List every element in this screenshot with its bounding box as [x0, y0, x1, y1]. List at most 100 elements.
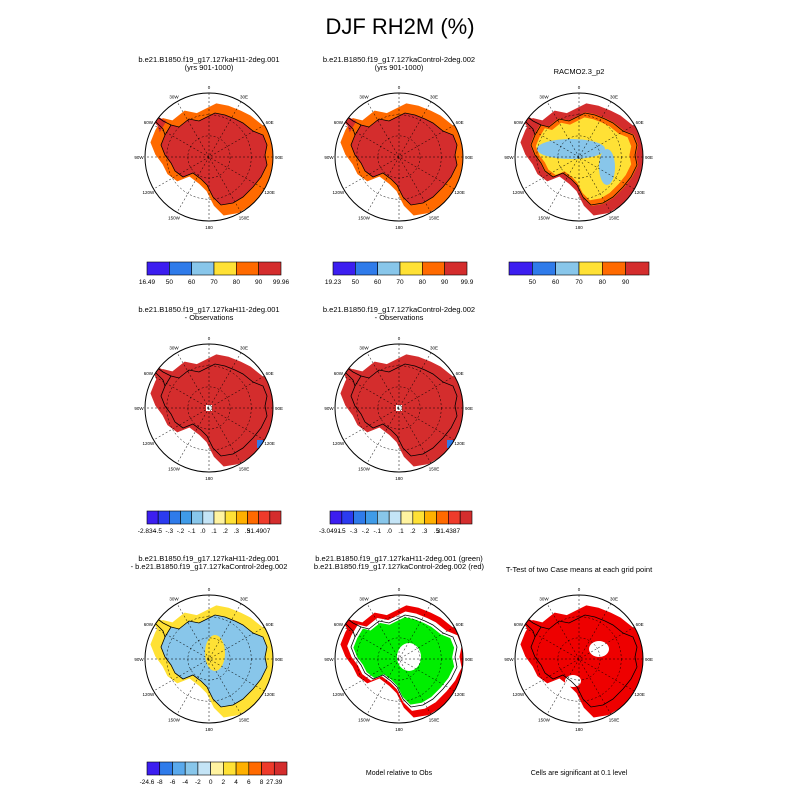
colorbar-1: 16.49 50 60 70 80 90 99.96: [139, 261, 290, 286]
panel-title-1: b.e21.B1850.f19_g17.127kaH11-2deg.001 (yr…: [99, 56, 319, 72]
colorbar-swatch: [169, 510, 181, 525]
longitude-label: 90W: [134, 155, 144, 160]
panel-title-line: T-Test of two Case means at each grid po…: [505, 565, 653, 574]
colorbar-swatch: [191, 510, 204, 525]
polar-map-8: 0 90E 180 90W 30E 60E 120E 150E 30W 60W 120W 150W: [504, 587, 653, 732]
longitude-label: 60W: [334, 120, 344, 125]
longitude-label: 120W: [512, 190, 525, 195]
longitude-label: 120E: [454, 190, 465, 195]
map-border: [334, 594, 464, 724]
colorbar-swatch: [258, 261, 282, 276]
longitude-label: 150E: [429, 718, 440, 723]
polar-map-3: 0 90E 180 90W 30E 60E 120E 150E 30W 60W 120W 150W: [504, 85, 653, 230]
colorbar-swatch: [555, 261, 580, 276]
colorbar-label: 2: [222, 779, 226, 786]
panel-title-line: b.e21.B1850.f19_g17.127kaH11-2deg.001: [138, 554, 280, 563]
colorbar-4: -2.834-.5 -.3 -.2 -.1 .0 .1 .2 .3 .531.4907: [138, 510, 282, 535]
longitude-label: 90W: [324, 406, 334, 411]
longitude-label: 120W: [512, 692, 525, 697]
panel-title-line: - b.e21.B1850.f19_g17.127kaControl-2deg.…: [130, 562, 288, 571]
colorbar-swatch: [247, 510, 259, 525]
colorbar-swatch: [459, 510, 473, 525]
colorbar-label: -.1: [374, 528, 382, 535]
longitude-label: 90E: [275, 155, 283, 160]
longitude-label: 120E: [634, 190, 645, 195]
longitude-label: 120E: [454, 692, 465, 697]
colorbar-swatch: [146, 510, 159, 525]
colorbar-label: .5: [245, 528, 251, 535]
colorbar-swatch: [261, 761, 275, 776]
colorbar-label: -.2: [177, 528, 185, 535]
colorbar-label: .1: [398, 528, 404, 535]
colorbar-swatch: [210, 761, 224, 776]
longitude-label: 60E: [456, 371, 464, 376]
colorbar-swatch: [273, 761, 288, 776]
meridian: [366, 101, 432, 213]
colorbar-label: -.5: [338, 528, 346, 535]
meridian: [176, 603, 242, 715]
colorbar-label: .3: [234, 528, 240, 535]
map-border: [144, 92, 274, 222]
colorbar-swatch: [400, 510, 414, 525]
longitude-label: 0: [398, 587, 401, 592]
meridian: [523, 124, 635, 190]
panel-title-line: - Observations: [184, 313, 234, 322]
longitude-label: 60W: [144, 371, 154, 376]
colorbar-swatch: [248, 761, 262, 776]
longitude-label: 180: [205, 727, 213, 732]
longitude-label: 60E: [266, 120, 274, 125]
blank-patch: [565, 675, 581, 687]
colorbar-swatch: [508, 261, 533, 276]
longitude-label: 120E: [264, 441, 275, 446]
longitude-label: 0: [398, 85, 401, 90]
colorbar-5: -3.0491-.5 -.3 -.2 -.1 .0 .1 .2 .3 .531.4387: [319, 510, 473, 535]
panel-title-line: b.e21.B1850.f19_g17.127kaH11-2deg.001: [138, 305, 280, 314]
longitude-label: 30W: [539, 596, 549, 601]
colorbar-swatch: [377, 510, 390, 525]
map-border: [334, 92, 464, 222]
colorbar-label: -4: [182, 779, 188, 786]
colorbar-swatch: [602, 261, 626, 276]
light-blue-band: [537, 139, 605, 159]
colorbar-label: -8: [157, 779, 163, 786]
colorbar-label: 8: [260, 779, 264, 786]
colorbar-label: 70: [210, 279, 218, 286]
meridian: [546, 603, 612, 715]
longitude-label: 90E: [645, 155, 653, 160]
map-border: [514, 92, 644, 222]
panel-title-line: b.e21.B1850.f19_g17.127kaH11-2deg.001 (g…: [315, 554, 483, 563]
colorbar-label: 99.96: [273, 279, 290, 286]
colorbar-label: 60: [188, 279, 196, 286]
colorbar-swatch: [235, 761, 250, 776]
longitude-label: 60E: [266, 371, 274, 376]
panel-title-line: b.e21.B1850.f19_g17.127kaControl-2deg.00…: [313, 562, 485, 571]
panel-title-2: b.e21.B1850.f19_g17.127kaControl-2deg.00…: [289, 56, 509, 72]
colorbar-label: 80: [599, 279, 607, 286]
colorbar-label: 60: [552, 279, 560, 286]
colorbar-2: 19.23 50 60 70 80 90 99.9: [325, 261, 474, 286]
blank-patch: [397, 643, 421, 671]
longitude-label: 90E: [465, 406, 473, 411]
meridian: [176, 352, 242, 464]
longitude-label: 180: [205, 225, 213, 230]
colorbar-swatch: [224, 510, 237, 525]
colorbar-label: 70: [575, 279, 583, 286]
colorbar-label: -.3: [350, 528, 358, 535]
colorbar-label: 90: [441, 279, 449, 286]
longitude-label: 60E: [636, 120, 644, 125]
coastline: [160, 363, 268, 457]
longitude-label: 30W: [169, 345, 179, 350]
light-blue-patch: [599, 149, 615, 185]
longitude-label: 180: [575, 727, 583, 732]
meridian: [523, 124, 635, 190]
longitude-label: 90W: [324, 155, 334, 160]
coastline: [530, 112, 638, 206]
longitude-label: 60W: [514, 120, 524, 125]
longitude-label: 90E: [645, 657, 653, 662]
colorbar-label: 80: [419, 279, 427, 286]
colorbar-swatch: [202, 510, 215, 525]
longitude-label: 90W: [134, 657, 144, 662]
colorbar-swatch: [172, 761, 186, 776]
longitude-label: 150W: [168, 216, 181, 221]
